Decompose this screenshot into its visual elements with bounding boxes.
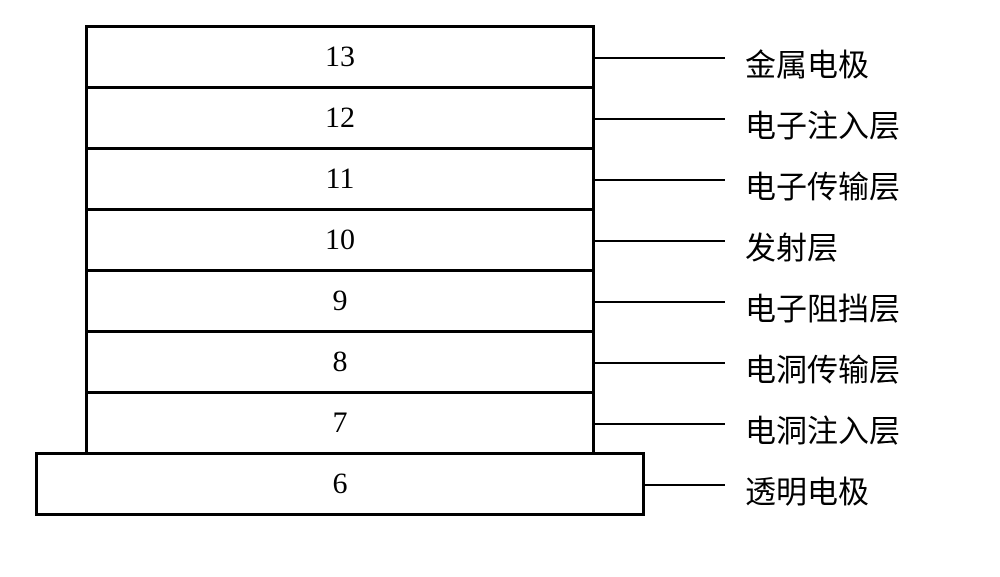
layer-6: 6 — [35, 452, 645, 516]
layer-12: 12 — [85, 86, 595, 150]
leader-line — [595, 362, 725, 364]
layer-8: 8 — [85, 330, 595, 394]
layer-label: 电子注入层 — [745, 101, 900, 146]
layer-label: 电洞注入层 — [745, 406, 900, 451]
leader-line — [595, 240, 725, 242]
layer-number: 13 — [325, 40, 355, 74]
leader-line — [595, 179, 725, 181]
layer-number: 12 — [325, 101, 355, 135]
layer-label: 电洞传输层 — [745, 345, 900, 390]
layer-stack: 13 12 11 10 9 8 7 6 — [85, 25, 645, 513]
layer-number: 11 — [326, 162, 355, 196]
layer-label: 电子阻挡层 — [745, 284, 900, 329]
layer-number: 9 — [333, 284, 348, 318]
leader-line — [645, 484, 725, 486]
leader-line — [595, 57, 725, 59]
layer-11: 11 — [85, 147, 595, 211]
leader-line — [595, 423, 725, 425]
layer-number: 7 — [333, 406, 348, 440]
layer-7: 7 — [85, 391, 595, 455]
layer-13: 13 — [85, 25, 595, 89]
leader-line — [595, 301, 725, 303]
layer-number: 6 — [333, 467, 348, 501]
layer-number: 10 — [325, 223, 355, 257]
layer-label: 电子传输层 — [745, 162, 900, 207]
layer-9: 9 — [85, 269, 595, 333]
leader-line — [595, 118, 725, 120]
layer-label: 透明电极 — [745, 467, 869, 512]
layer-label: 发射层 — [745, 223, 838, 268]
layer-number: 8 — [333, 345, 348, 379]
layer-label: 金属电极 — [745, 40, 869, 85]
layer-10: 10 — [85, 208, 595, 272]
